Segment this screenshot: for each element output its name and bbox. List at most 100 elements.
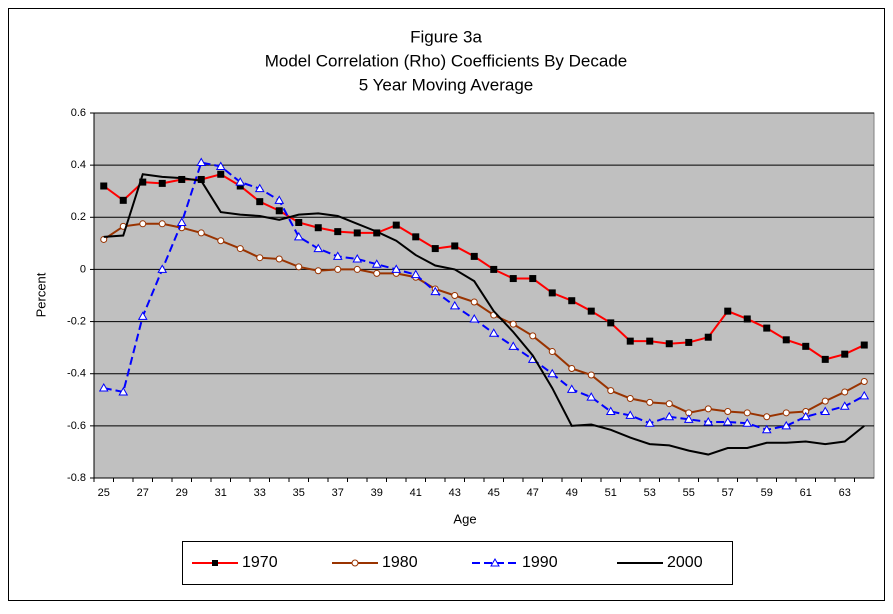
marker — [314, 224, 322, 232]
marker — [626, 337, 634, 345]
marker — [568, 365, 576, 372]
marker — [646, 337, 654, 345]
chart-title: Model Correlation (Rho) Coefficients By … — [265, 51, 628, 70]
x-tick-label: 45 — [488, 487, 500, 499]
x-tick-label: 55 — [683, 487, 695, 499]
marker — [644, 418, 655, 427]
marker — [820, 406, 831, 416]
marker — [548, 289, 556, 297]
marker — [743, 315, 751, 323]
marker — [451, 242, 459, 250]
marker — [157, 264, 168, 273]
y-tick-label: -0.8 — [67, 472, 86, 484]
marker — [841, 350, 849, 358]
y-tick-label: 0 — [80, 263, 86, 275]
marker — [412, 233, 420, 241]
y-tick-label: 0.4 — [71, 159, 86, 171]
marker — [449, 300, 460, 310]
x-tick-label: 39 — [371, 487, 383, 499]
marker — [98, 383, 109, 392]
legend-label: 1980 — [382, 554, 418, 571]
marker — [547, 368, 558, 378]
marker — [685, 338, 693, 346]
marker — [529, 275, 537, 283]
marker — [158, 179, 166, 187]
marker — [470, 298, 478, 306]
marker — [860, 378, 868, 386]
x-tick-label: 63 — [839, 487, 851, 499]
marker — [722, 416, 733, 426]
marker — [782, 336, 790, 344]
y-tick-label: -0.6 — [67, 420, 86, 432]
marker — [761, 424, 772, 434]
legend-marker — [212, 560, 218, 566]
marker — [548, 348, 556, 356]
y-axis-title: Percent — [33, 272, 48, 317]
marker — [334, 265, 342, 273]
marker — [236, 245, 244, 253]
marker — [371, 259, 382, 268]
x-axis-title: Age — [453, 511, 476, 526]
marker — [332, 251, 343, 260]
x-tick-label: 43 — [449, 487, 461, 499]
marker — [295, 219, 303, 226]
marker — [254, 183, 265, 193]
x-tick-label: 59 — [761, 487, 773, 499]
marker — [763, 413, 771, 421]
marker — [724, 307, 732, 315]
series-line — [103, 173, 865, 361]
marker — [625, 410, 636, 419]
marker — [724, 408, 732, 416]
marker — [334, 228, 342, 236]
marker — [566, 384, 577, 393]
marker — [802, 342, 810, 350]
marker — [509, 275, 517, 283]
marker — [158, 220, 166, 228]
marker — [139, 220, 147, 228]
marker — [859, 390, 870, 400]
marker — [470, 252, 478, 260]
legend-label: 1970 — [242, 554, 278, 571]
marker — [217, 237, 225, 245]
marker — [314, 267, 322, 275]
marker — [373, 269, 381, 277]
marker — [313, 243, 324, 253]
x-tick-label: 53 — [644, 487, 656, 499]
marker — [529, 332, 537, 340]
marker — [353, 265, 361, 273]
marker — [839, 401, 850, 410]
marker — [293, 231, 304, 241]
marker — [469, 313, 480, 323]
marker — [410, 269, 421, 279]
marker — [743, 409, 751, 417]
x-tick-label: 57 — [722, 487, 734, 499]
marker — [119, 196, 127, 204]
series-line — [103, 161, 865, 431]
marker — [860, 341, 868, 349]
marker — [451, 292, 459, 299]
marker — [568, 297, 576, 305]
marker — [275, 207, 283, 215]
marker — [196, 157, 207, 167]
x-tick-label: 31 — [215, 487, 227, 499]
legend-marker — [351, 559, 359, 567]
marker — [607, 319, 615, 327]
marker — [800, 411, 811, 421]
marker — [509, 320, 517, 328]
y-tick-label: -0.4 — [67, 368, 86, 380]
marker — [587, 307, 595, 315]
marker — [703, 416, 714, 426]
marker — [353, 229, 361, 237]
legend-label: 2000 — [667, 554, 703, 571]
marker — [704, 405, 712, 413]
legend-label: 1990 — [522, 554, 558, 571]
x-tick-label: 37 — [332, 487, 344, 499]
marker — [488, 328, 499, 337]
marker — [118, 386, 129, 396]
marker — [587, 371, 595, 379]
chart-title: Figure 3a — [410, 27, 482, 46]
marker — [586, 392, 597, 401]
marker — [508, 341, 519, 350]
